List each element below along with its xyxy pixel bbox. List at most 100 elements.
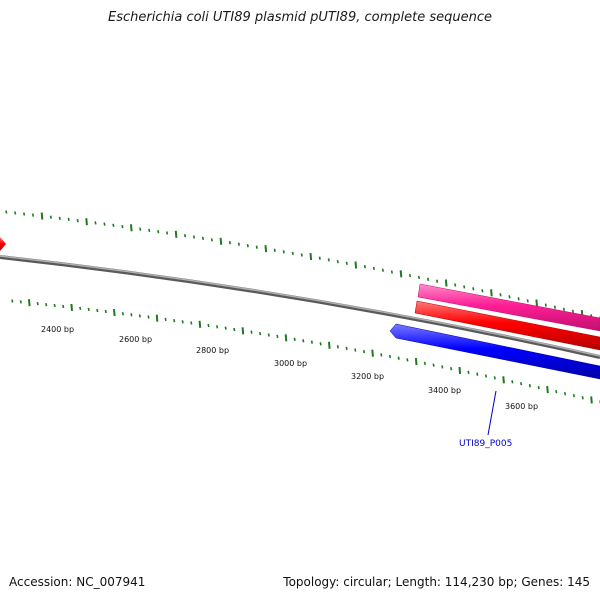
- major-tick: [198, 320, 202, 328]
- minor-tick: [581, 396, 584, 400]
- minor-tick: [87, 307, 90, 312]
- major-tick: [264, 245, 268, 253]
- minor-tick: [432, 363, 435, 367]
- major-tick: [444, 279, 448, 287]
- minor-tick: [67, 217, 70, 222]
- minor-tick: [53, 303, 56, 308]
- minor-tick: [103, 222, 106, 226]
- minor-tick: [572, 394, 575, 398]
- plasmid-backbone: [0, 255, 600, 359]
- gene-label-uti89-p005[interactable]: UTI89_P005: [459, 439, 512, 449]
- minor-tick: [363, 265, 366, 269]
- scale-label-2600: 2600 bp: [119, 335, 152, 344]
- minor-tick: [121, 224, 124, 229]
- major-tick: [309, 253, 313, 261]
- minor-tick: [58, 216, 61, 220]
- minor-tick: [49, 215, 52, 219]
- minor-tick: [62, 304, 65, 309]
- feature-blue[interactable]: [389, 323, 600, 380]
- minor-tick: [233, 327, 236, 332]
- minor-tick: [157, 230, 160, 234]
- minor-tick: [327, 258, 330, 262]
- minor-tick: [563, 392, 567, 396]
- scale-label-2400: 2400 bp: [41, 325, 74, 334]
- minor-tick: [493, 376, 496, 380]
- minor-tick: [481, 289, 484, 293]
- minor-tick: [372, 266, 375, 271]
- major-tick: [174, 230, 178, 238]
- minor-tick: [397, 356, 400, 360]
- minor-tick: [450, 367, 453, 371]
- minor-tick: [336, 345, 339, 349]
- minor-tick: [14, 211, 17, 215]
- major-tick: [40, 212, 44, 220]
- minor-tick: [19, 300, 22, 304]
- minor-tick: [250, 330, 253, 334]
- major-tick: [328, 341, 331, 349]
- minor-tick: [408, 273, 412, 278]
- major-tick: [113, 309, 116, 317]
- major-tick: [371, 349, 374, 357]
- accession-text: Accession: NC_007941: [9, 575, 146, 589]
- minor-tick: [555, 389, 558, 394]
- minor-tick: [291, 251, 294, 256]
- major-tick: [70, 303, 73, 311]
- minor-tick: [390, 270, 393, 274]
- minor-tick: [36, 301, 39, 306]
- scale-label-3200: 3200 bp: [351, 372, 384, 381]
- minor-tick: [508, 295, 511, 299]
- minor-tick: [423, 361, 426, 366]
- minor-tick: [76, 218, 79, 223]
- minor-tick: [300, 253, 303, 257]
- major-tick: [490, 289, 493, 297]
- minor-tick: [436, 279, 439, 283]
- minor-tick: [528, 384, 531, 388]
- plasmid-backbone-highlight: [0, 255, 600, 357]
- inner-tick-row: [11, 299, 600, 404]
- minor-tick: [201, 236, 205, 241]
- major-tick: [354, 261, 358, 269]
- scale-label-3600: 3600 bp: [505, 402, 538, 411]
- minor-tick: [164, 317, 167, 322]
- gene-label-leader: [487, 390, 497, 436]
- minor-tick: [79, 306, 82, 311]
- feature-pink[interactable]: [417, 283, 600, 332]
- scale-label-2800: 2800 bp: [196, 346, 229, 355]
- minor-tick: [388, 354, 392, 359]
- minor-tick: [406, 358, 409, 362]
- minor-tick: [31, 213, 35, 217]
- minor-tick: [112, 223, 115, 227]
- major-tick: [155, 314, 159, 322]
- minor-tick: [190, 321, 193, 325]
- minor-tick: [130, 313, 133, 317]
- minor-tick: [267, 333, 270, 337]
- map-title: Escherichia coli UTI89 plasmid pUTI89, c…: [108, 10, 492, 25]
- minor-tick: [553, 305, 556, 309]
- major-tick: [219, 237, 223, 245]
- minor-tick: [246, 244, 249, 248]
- major-tick: [414, 358, 418, 366]
- minor-tick: [166, 231, 169, 235]
- minor-tick: [362, 349, 366, 354]
- minor-tick: [345, 346, 348, 351]
- minor-tick: [173, 318, 176, 323]
- minor-tick: [380, 353, 383, 357]
- major-tick: [284, 334, 288, 342]
- major-tick: [241, 327, 245, 335]
- feature-red[interactable]: [414, 300, 600, 351]
- minor-tick: [520, 382, 523, 386]
- minor-tick: [463, 285, 466, 289]
- minor-tick: [45, 302, 48, 307]
- minor-tick: [484, 374, 488, 378]
- topology-summary: Topology: circular; Length: 114,230 bp; …: [283, 575, 590, 589]
- minor-tick: [181, 320, 184, 324]
- minor-tick: [210, 238, 213, 242]
- minor-tick: [476, 372, 479, 376]
- major-tick: [590, 396, 593, 404]
- minor-tick: [499, 293, 502, 297]
- minor-tick: [255, 245, 258, 249]
- major-tick: [130, 224, 133, 232]
- major-tick: [502, 376, 505, 384]
- feature-red-left-edge[interactable]: [0, 237, 6, 251]
